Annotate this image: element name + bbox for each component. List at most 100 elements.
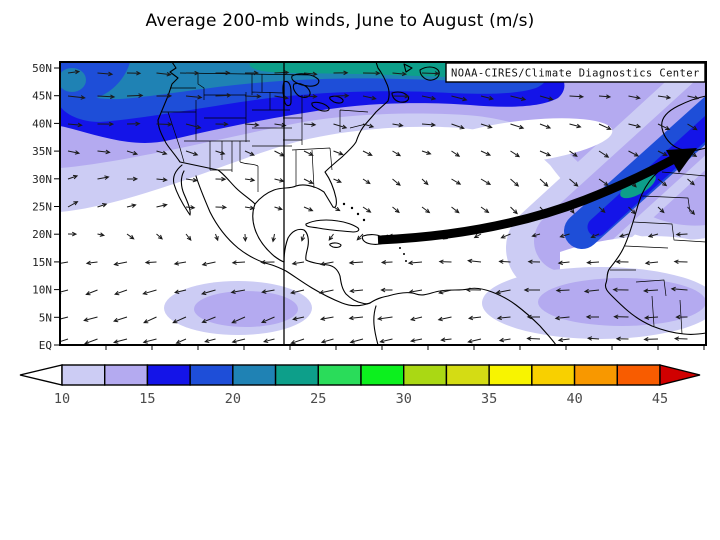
- wind-vector: [112, 338, 128, 344]
- colorbar-tick-label: 45: [652, 391, 668, 407]
- wind-vector: [156, 203, 168, 208]
- wind-vector: [97, 203, 108, 208]
- wind-vector: [613, 314, 629, 319]
- wind-vector: [215, 93, 232, 98]
- wind-vector: [451, 178, 462, 185]
- wind-vector: [97, 175, 110, 180]
- wind-vector: [173, 261, 187, 266]
- wind-vector: [657, 123, 671, 130]
- wind-vector: [67, 95, 86, 100]
- wind-vector: [467, 315, 482, 321]
- wind-vector: [231, 338, 246, 344]
- wind-vector: [598, 206, 606, 213]
- wind-vector: [215, 150, 226, 155]
- wind-vector: [421, 150, 432, 155]
- wind-vector: [144, 260, 157, 265]
- wind-vector: [303, 122, 317, 127]
- wind-vector: [392, 93, 410, 99]
- wind-vector: [303, 150, 314, 156]
- wind-vector: [569, 150, 578, 157]
- wind-vector: [126, 233, 135, 240]
- wind-vector: [569, 123, 582, 129]
- credit-label: NOAA-CIRES/Climate Diagnostics Center: [451, 68, 700, 80]
- wind-vector: [480, 178, 492, 185]
- longitude-ticks: [105, 345, 705, 350]
- colorbar-tick-label: 25: [310, 391, 326, 407]
- wind-vector: [670, 286, 688, 292]
- wind-vector: [83, 316, 98, 322]
- wind-vector: [539, 123, 552, 129]
- wind-vector: [185, 205, 196, 210]
- wind-vector: [451, 206, 460, 214]
- wind-vector: [510, 178, 520, 187]
- wind-vector: [618, 233, 629, 238]
- wind-vector: [451, 150, 461, 157]
- wind-vector: [320, 338, 334, 344]
- colorbar-segment: [403, 364, 448, 386]
- wind-vector: [628, 95, 641, 100]
- wind-vector: [526, 314, 541, 320]
- colorbar-segment: [531, 364, 576, 386]
- wind-vector: [230, 289, 246, 294]
- wind-vector: [215, 121, 229, 127]
- wind-vector: [126, 70, 142, 76]
- wind-vector: [83, 338, 98, 345]
- wind-vector: [318, 289, 334, 295]
- wind-vector: [244, 177, 256, 183]
- wind-vector: [628, 123, 642, 129]
- wind-vector: [143, 316, 157, 324]
- wind-vector: [303, 178, 314, 184]
- wind-vector: [657, 206, 665, 214]
- wind-vector: [97, 149, 111, 155]
- latitude-axis: 50N 45N 40N 35N 30N 25N 20N 15N 10N 5N EQ: [32, 62, 60, 352]
- wind-vector: [126, 121, 141, 127]
- wind-vector: [114, 289, 128, 296]
- wind-vector: [362, 150, 373, 156]
- colorbar-segment: [616, 364, 661, 386]
- colorbar-segment: [360, 364, 405, 386]
- wind-vector: [362, 95, 377, 101]
- figure-title: Average 200-mb winds, June to August (m/…: [145, 11, 535, 31]
- wind-vector: [586, 260, 600, 265]
- wind-vector: [555, 288, 570, 293]
- wind-vector: [349, 288, 364, 294]
- wind-vector: [156, 177, 168, 182]
- wind-vector: [687, 178, 695, 186]
- lat-tick-label: 45N: [32, 90, 52, 103]
- wind-vector: [500, 233, 511, 239]
- wind-vector: [333, 70, 349, 76]
- lat-tick-label: 50N: [32, 62, 52, 75]
- coastlines: [157, 62, 706, 345]
- wind-vector: [245, 70, 259, 76]
- wind-vector: [392, 150, 402, 157]
- wind-vector: [142, 289, 157, 295]
- wind-vector: [362, 123, 375, 129]
- wind-vector: [687, 206, 696, 216]
- colorbar-segment: [104, 364, 149, 386]
- wind-vector: [392, 178, 401, 186]
- wind-vector: [200, 289, 216, 296]
- wind-vector: [328, 233, 334, 241]
- wind-vector: [97, 232, 106, 237]
- jet-annotation-arrow: [377, 148, 697, 245]
- wind-vector: [185, 233, 192, 242]
- wind-vector: [60, 316, 69, 320]
- wind-vector: [214, 233, 219, 242]
- wind-vector: [451, 95, 468, 102]
- wind-vector: [379, 338, 393, 344]
- wind-vector: [421, 178, 429, 186]
- wind-vector: [362, 70, 381, 76]
- wind-vector: [67, 201, 79, 208]
- colorbar-tick-label: 20: [225, 391, 241, 407]
- wind-vector: [615, 336, 629, 342]
- wind-vector: [156, 122, 173, 127]
- credit-box: NOAA-CIRES/Climate Diagnostics Center: [445, 62, 706, 83]
- wind-vector: [628, 150, 640, 157]
- wind-vector: [185, 150, 199, 156]
- wind-vector: [643, 336, 659, 342]
- wind-vector: [174, 289, 187, 294]
- wind-vector: [185, 177, 198, 183]
- wind-vector: [185, 123, 202, 130]
- wind-vector: [215, 176, 227, 182]
- wind-vector: [557, 337, 570, 343]
